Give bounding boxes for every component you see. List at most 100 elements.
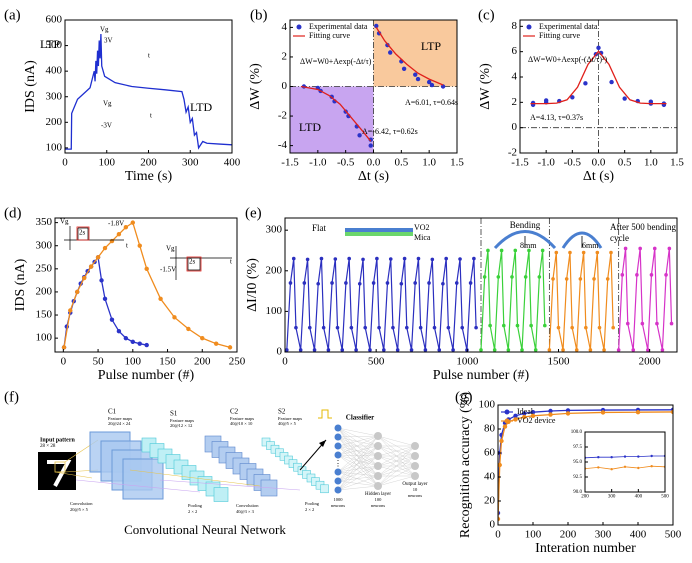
data-point bbox=[597, 325, 602, 330]
data-point bbox=[144, 266, 149, 272]
x-axis-label: Δt (s) bbox=[583, 169, 615, 184]
connection bbox=[337, 445, 379, 477]
annotation: After 500 bending bbox=[610, 222, 676, 232]
diagram-label: Pooling bbox=[188, 503, 203, 508]
data-point bbox=[595, 250, 600, 255]
x-tick-label: 50 bbox=[93, 355, 105, 367]
diagram-label: 20@5 × 5 bbox=[70, 507, 89, 512]
connection bbox=[337, 427, 379, 447]
y-tick-label: 2 bbox=[282, 50, 288, 62]
data-point bbox=[496, 275, 501, 279]
projection bbox=[159, 479, 301, 491]
x-tick-label: 1.0 bbox=[422, 156, 436, 168]
data-point bbox=[426, 79, 432, 85]
data-point bbox=[597, 456, 600, 459]
x-axis-label: Time (s) bbox=[125, 169, 173, 184]
data-point bbox=[88, 264, 94, 269]
y-tick-label: 0 bbox=[512, 121, 518, 133]
hidden-neuron bbox=[374, 482, 382, 490]
arrow-head bbox=[319, 440, 326, 447]
data-point bbox=[418, 325, 423, 330]
data-point bbox=[479, 348, 483, 352]
data-point bbox=[374, 23, 379, 29]
diagram-label: 2 × 2 bbox=[305, 507, 314, 512]
data-point bbox=[498, 462, 502, 468]
data-point bbox=[547, 348, 552, 352]
hidden-neuron bbox=[374, 472, 382, 480]
annotation: 2s bbox=[189, 258, 196, 266]
data-point bbox=[640, 321, 645, 326]
annotation: LTP bbox=[40, 37, 61, 51]
data-point bbox=[523, 275, 528, 279]
legend-label: Experimental data bbox=[539, 22, 598, 31]
diagram-label: 20@24 × 24 bbox=[108, 421, 131, 426]
x-tick-label: -1.5 bbox=[281, 156, 299, 168]
data-point bbox=[454, 281, 459, 285]
data-point bbox=[440, 84, 446, 89]
x-tick-label: -0.5 bbox=[564, 156, 582, 168]
x-tick-label: 500 bbox=[665, 528, 682, 540]
diagram-label: Convolution bbox=[70, 501, 93, 506]
output-neuron bbox=[411, 442, 419, 450]
data-point bbox=[391, 325, 395, 330]
connection bbox=[337, 445, 379, 456]
y-tick-label: 400 bbox=[46, 65, 63, 77]
annotation: VO2 bbox=[414, 223, 430, 232]
receptive-field bbox=[54, 461, 66, 473]
data-point bbox=[347, 256, 351, 261]
panel-label: (b) bbox=[250, 7, 268, 23]
hidden-neuron bbox=[374, 462, 382, 470]
data-point bbox=[600, 410, 606, 415]
diagram-label: C2 bbox=[230, 408, 239, 416]
data-point bbox=[543, 98, 549, 103]
data-point bbox=[333, 257, 338, 261]
plot-area bbox=[520, 20, 677, 153]
annotation: Flat bbox=[312, 223, 327, 233]
data-point bbox=[316, 281, 320, 286]
diagram-label: S2 bbox=[278, 408, 286, 416]
hidden-neuron bbox=[374, 442, 382, 450]
feature-map bbox=[122, 458, 164, 500]
diagram-label: 40@5 × 5 bbox=[278, 421, 297, 426]
data-point bbox=[669, 321, 674, 326]
x-tick-label: 100 bbox=[125, 355, 142, 367]
data-point bbox=[298, 348, 303, 352]
output-neuron bbox=[411, 452, 419, 460]
legend-swatch bbox=[296, 24, 302, 30]
data-point bbox=[227, 345, 233, 350]
data-point bbox=[368, 348, 372, 352]
data-point bbox=[510, 275, 514, 279]
annotation: t bbox=[150, 112, 152, 120]
x-tick-label: 1.5 bbox=[450, 156, 464, 168]
connection bbox=[337, 435, 379, 491]
connection bbox=[337, 435, 379, 456]
data-point bbox=[492, 348, 497, 352]
film-layer bbox=[345, 228, 413, 232]
projection bbox=[54, 471, 93, 479]
connection bbox=[337, 436, 379, 447]
y-tick-label: 100 bbox=[479, 399, 496, 411]
diagram-label: 20@12 × 12 bbox=[170, 423, 192, 428]
x-tick-label: -0.5 bbox=[337, 156, 355, 168]
data-point bbox=[506, 348, 511, 352]
x-tick-label: -1.0 bbox=[309, 156, 327, 168]
connection bbox=[337, 480, 379, 487]
diagram-label: 2 × 2 bbox=[188, 509, 197, 514]
x-tick-label: 200 bbox=[560, 528, 577, 540]
diagram-label: 40@10 × 10 bbox=[230, 421, 253, 426]
data-point bbox=[513, 248, 518, 253]
y-tick-label: 250 bbox=[36, 262, 53, 274]
panel-label: (d) bbox=[4, 205, 22, 221]
legend-label: VO2 device bbox=[517, 416, 556, 425]
data-point bbox=[144, 342, 149, 348]
data-point bbox=[660, 348, 665, 352]
data-point bbox=[363, 325, 368, 330]
y-tick-label: 100 bbox=[46, 141, 63, 153]
y-axis-label: Recognition accuracy (%) bbox=[458, 392, 473, 538]
data-point bbox=[61, 345, 67, 350]
data-point bbox=[413, 72, 418, 77]
connection bbox=[337, 465, 379, 491]
data-point bbox=[543, 323, 547, 328]
data-point bbox=[540, 248, 545, 253]
